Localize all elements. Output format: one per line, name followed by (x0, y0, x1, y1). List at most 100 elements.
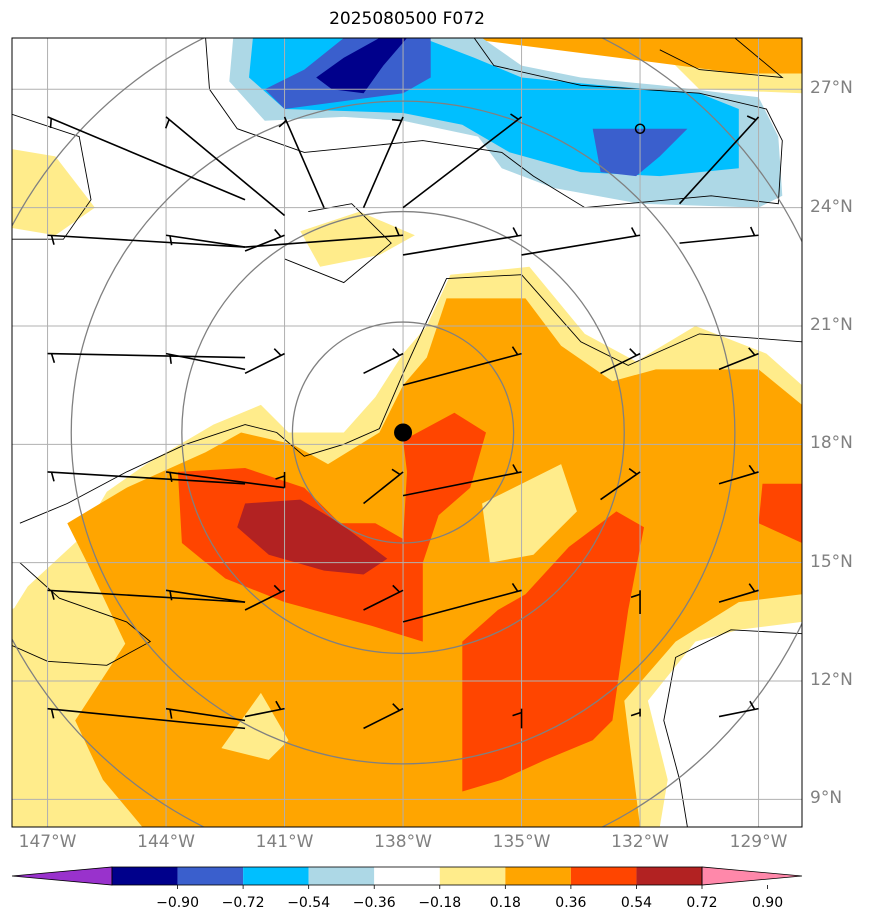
x-tick-label: 135°W (492, 832, 551, 852)
colorbar-tick-label: −0.36 (352, 895, 396, 911)
y-tick-label: 21°N (810, 314, 853, 335)
contour-line-3 (12, 113, 92, 240)
wind-barb-27 (47, 589, 246, 603)
colorbar-tick-label: −0.18 (418, 895, 462, 911)
wind-barb-21 (165, 471, 285, 489)
wind-barb-6 (47, 234, 246, 248)
y-tick-label: 15°N (810, 551, 853, 572)
wind-barb-31 (402, 582, 522, 623)
filled-contours (12, 38, 802, 827)
colorbar-tick-label: 0.36 (555, 895, 587, 911)
wind-barb-20 (47, 471, 246, 485)
contour-fill-4-0 (237, 499, 388, 575)
colorbar-segment-1 (177, 867, 244, 885)
wind-barb-16 (363, 348, 404, 375)
secondary-circle-marker (634, 123, 646, 134)
wind-barb-23 (363, 468, 404, 505)
y-tick-label: 27°N (810, 78, 853, 99)
colorbar-segment-3 (308, 867, 375, 885)
wind-barb-22 (275, 471, 286, 488)
wind-barb-9 (244, 226, 404, 248)
contour-fill-0-1 (12, 149, 95, 236)
wind-barb-36 (244, 700, 285, 718)
wind-barb-37 (363, 703, 404, 730)
wind-barb-32 (630, 590, 641, 614)
wind-barb-30 (363, 584, 404, 611)
wind-barb-11 (521, 227, 641, 256)
x-tick-label: 144°W (137, 832, 195, 852)
wind-barb-15 (244, 348, 285, 375)
wind-barb-10 (402, 227, 522, 256)
wind-barb-8 (244, 228, 285, 252)
wind-barb-18 (600, 348, 641, 375)
chart-title: 2025080500 F072 (329, 9, 485, 29)
wind-barb-34 (47, 707, 246, 730)
colorbar-tick-label: −0.54 (287, 895, 331, 911)
wind-barb-3 (362, 116, 404, 208)
contour-fill-2-1 (221, 692, 289, 760)
colorbar-segment-5 (439, 867, 506, 885)
wind-barb-33 (718, 583, 759, 603)
colorbar-extend-low (11, 866, 113, 886)
colorbar-segment-4 (374, 867, 440, 885)
wind-barb-24 (402, 464, 522, 497)
contour-fill-1-1 (462, 38, 802, 74)
wind-barb-26 (718, 464, 759, 485)
colorbar-extend-high (701, 866, 803, 886)
contour-line-2 (663, 629, 802, 827)
colorbar-tick-label: −0.72 (221, 895, 265, 911)
y-tick-label: 12°N (810, 670, 853, 691)
contour-fill-8-0 (316, 38, 407, 94)
wind-barb-1 (164, 116, 286, 217)
wind-barb-19 (718, 347, 759, 371)
range-rings (12, 38, 802, 827)
range-ring-0 (291, 321, 515, 544)
x-tick-label: 129°W (729, 832, 788, 852)
markers (394, 123, 646, 442)
wind-barb-29 (244, 584, 285, 611)
range-ring-2 (70, 100, 736, 765)
contour-fill-3-2 (758, 483, 802, 543)
colorbar-tick-label: 0.18 (489, 895, 521, 911)
colorbar-tick-label: 0.90 (751, 895, 784, 911)
colorbar-segment-7 (570, 867, 637, 885)
colorbar-tick-label: −0.90 (156, 895, 199, 911)
wind-barb-13 (47, 352, 246, 363)
wind-barb-40 (718, 700, 759, 718)
wind-barb-4 (402, 113, 523, 209)
colorbar-segment-2 (243, 867, 309, 885)
x-tick-label: 138°W (374, 832, 432, 852)
wind-barb-7 (165, 234, 246, 248)
wind-barbs (47, 113, 760, 730)
wind-barb-25 (600, 467, 641, 501)
wind-barb-2 (278, 116, 325, 208)
x-tick-label: 147°W (18, 832, 77, 852)
wind-barb-28 (165, 589, 246, 603)
wind-barb-39 (630, 708, 641, 717)
colorbar-outline (111, 866, 703, 886)
colorbar (11, 866, 803, 889)
colorbar-tick-label: 0.72 (686, 895, 718, 911)
y-tick-label: 24°N (810, 196, 853, 217)
wind-barb-17 (402, 346, 522, 386)
wind-barb-12 (679, 226, 759, 244)
wind-barb-14 (165, 352, 246, 371)
y-tick-label: 18°N (810, 433, 853, 454)
colorbar-tick-label: 0.54 (620, 895, 653, 911)
x-tick-label: 141°W (255, 832, 314, 852)
wind-barb-35 (165, 707, 246, 722)
x-tick-label: 132°W (611, 832, 669, 852)
contour-fill-3-1 (462, 511, 644, 792)
colorbar-segment-8 (636, 867, 702, 885)
wind-barb-38 (512, 708, 523, 729)
range-ring-1 (181, 210, 625, 655)
wind-barb-5 (678, 115, 760, 205)
y-tick-label: 9°N (810, 788, 843, 809)
storm-center-marker (394, 423, 413, 442)
contour-fill-2-0 (482, 464, 577, 563)
colorbar-segment-0 (112, 867, 178, 885)
wind-barb-0 (47, 116, 246, 201)
plot-frame (11, 37, 803, 828)
colorbar-segment-6 (505, 867, 571, 885)
